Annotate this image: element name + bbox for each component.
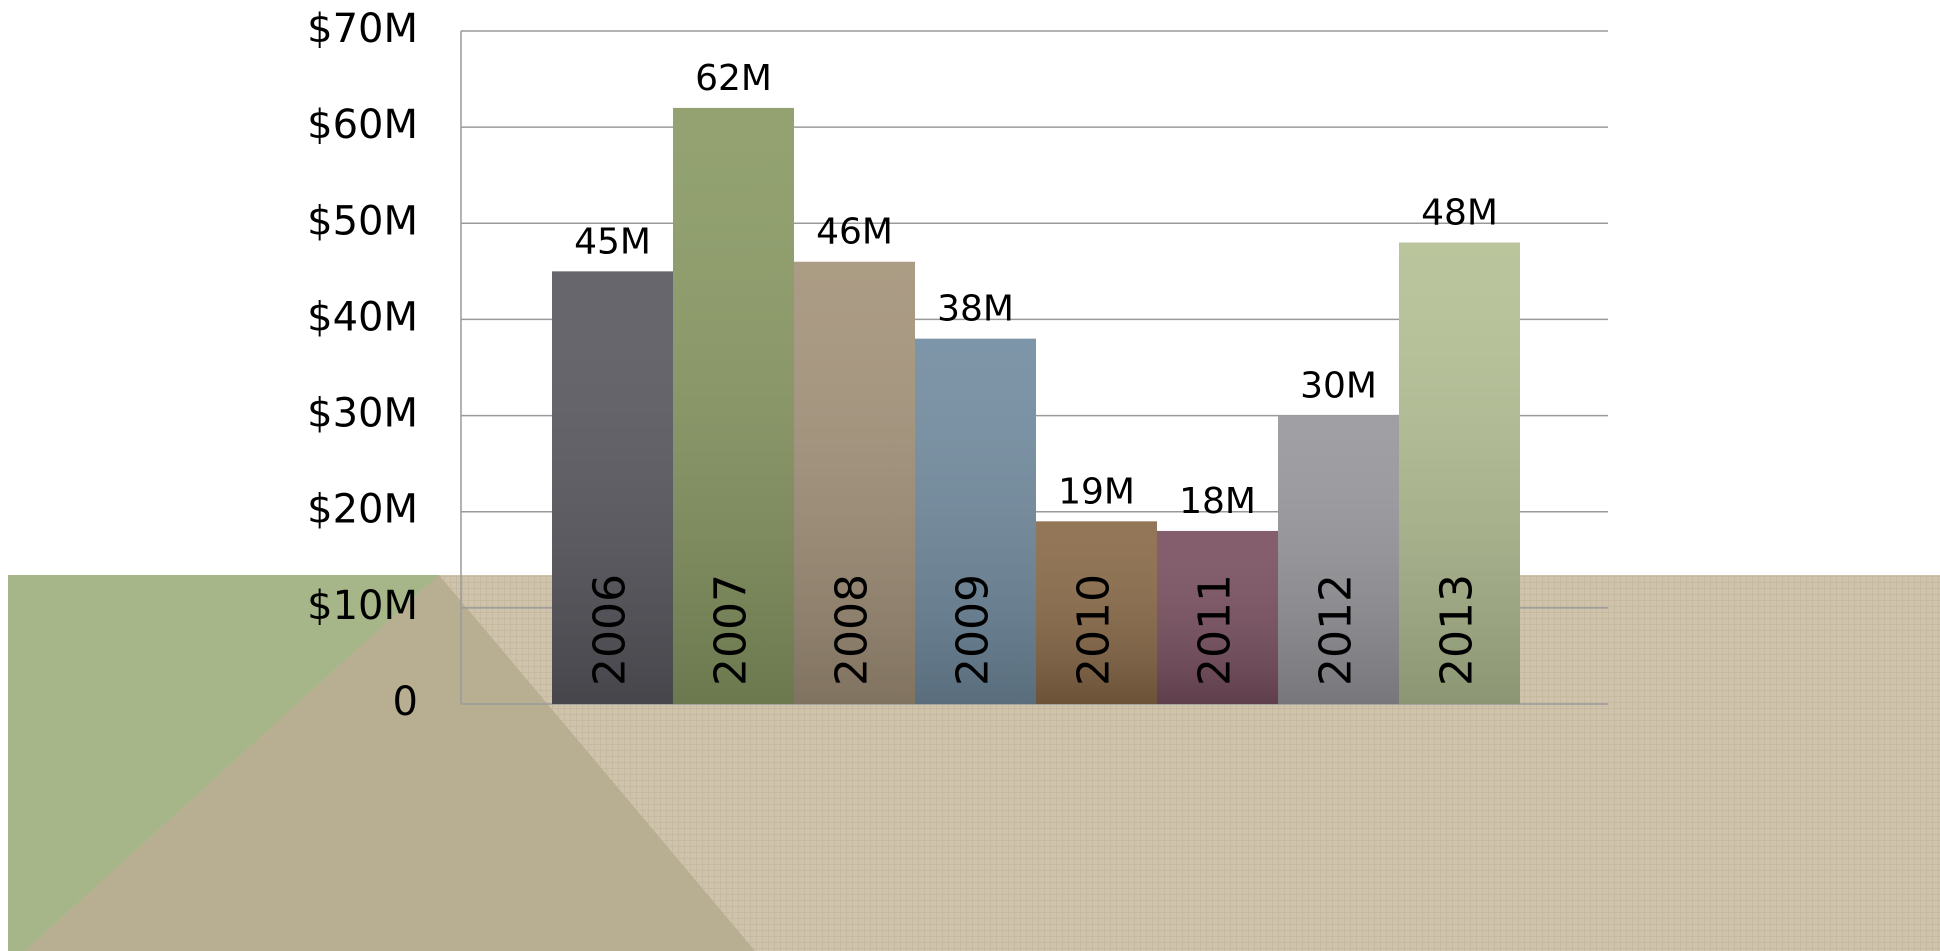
bar-shading xyxy=(1399,242,1520,704)
data-label: 46M xyxy=(816,212,893,253)
plot: 0 $10M $20M $30M $40M $50M $60M $70M 45M 2006 62M 2… xyxy=(307,6,1608,725)
x-tick-label: 2009 xyxy=(948,574,999,686)
y-tick-label: $20M xyxy=(307,487,418,533)
x-tick-label: 2006 xyxy=(585,574,636,686)
y-tick-label: $50M xyxy=(307,198,418,244)
y-tick-label: $30M xyxy=(307,391,418,437)
x-tick-label: 2008 xyxy=(827,574,878,686)
data-label: 19M xyxy=(1058,471,1135,512)
bar-shading xyxy=(1157,530,1278,704)
data-label: 30M xyxy=(1300,366,1377,407)
background-triangle xyxy=(8,575,439,951)
y-tick-label: $70M xyxy=(307,6,418,52)
x-tick-label: 2012 xyxy=(1311,574,1362,686)
bar-shading xyxy=(915,338,1036,704)
bar-shading xyxy=(1036,521,1157,704)
x-tick-label: 2007 xyxy=(706,574,757,686)
data-label: 62M xyxy=(695,58,772,99)
y-tick-label: $10M xyxy=(307,583,418,629)
data-label: 18M xyxy=(1179,481,1256,522)
y-tick-label: 0 xyxy=(393,679,418,725)
x-tick-label: 2011 xyxy=(1190,574,1241,686)
data-label: 45M xyxy=(574,221,651,262)
bar-shading xyxy=(552,271,673,704)
data-label: 48M xyxy=(1421,193,1498,234)
bar-shading xyxy=(673,107,794,704)
y-tick-label: $40M xyxy=(307,294,418,340)
background-triangle xyxy=(25,575,755,951)
x-tick-label: 2010 xyxy=(1069,574,1120,686)
x-tick-label: 2013 xyxy=(1432,574,1483,686)
bar-shading xyxy=(794,261,915,704)
y-tick-label: $60M xyxy=(307,102,418,148)
bar-shading xyxy=(1278,415,1399,704)
data-label: 38M xyxy=(937,289,1014,330)
